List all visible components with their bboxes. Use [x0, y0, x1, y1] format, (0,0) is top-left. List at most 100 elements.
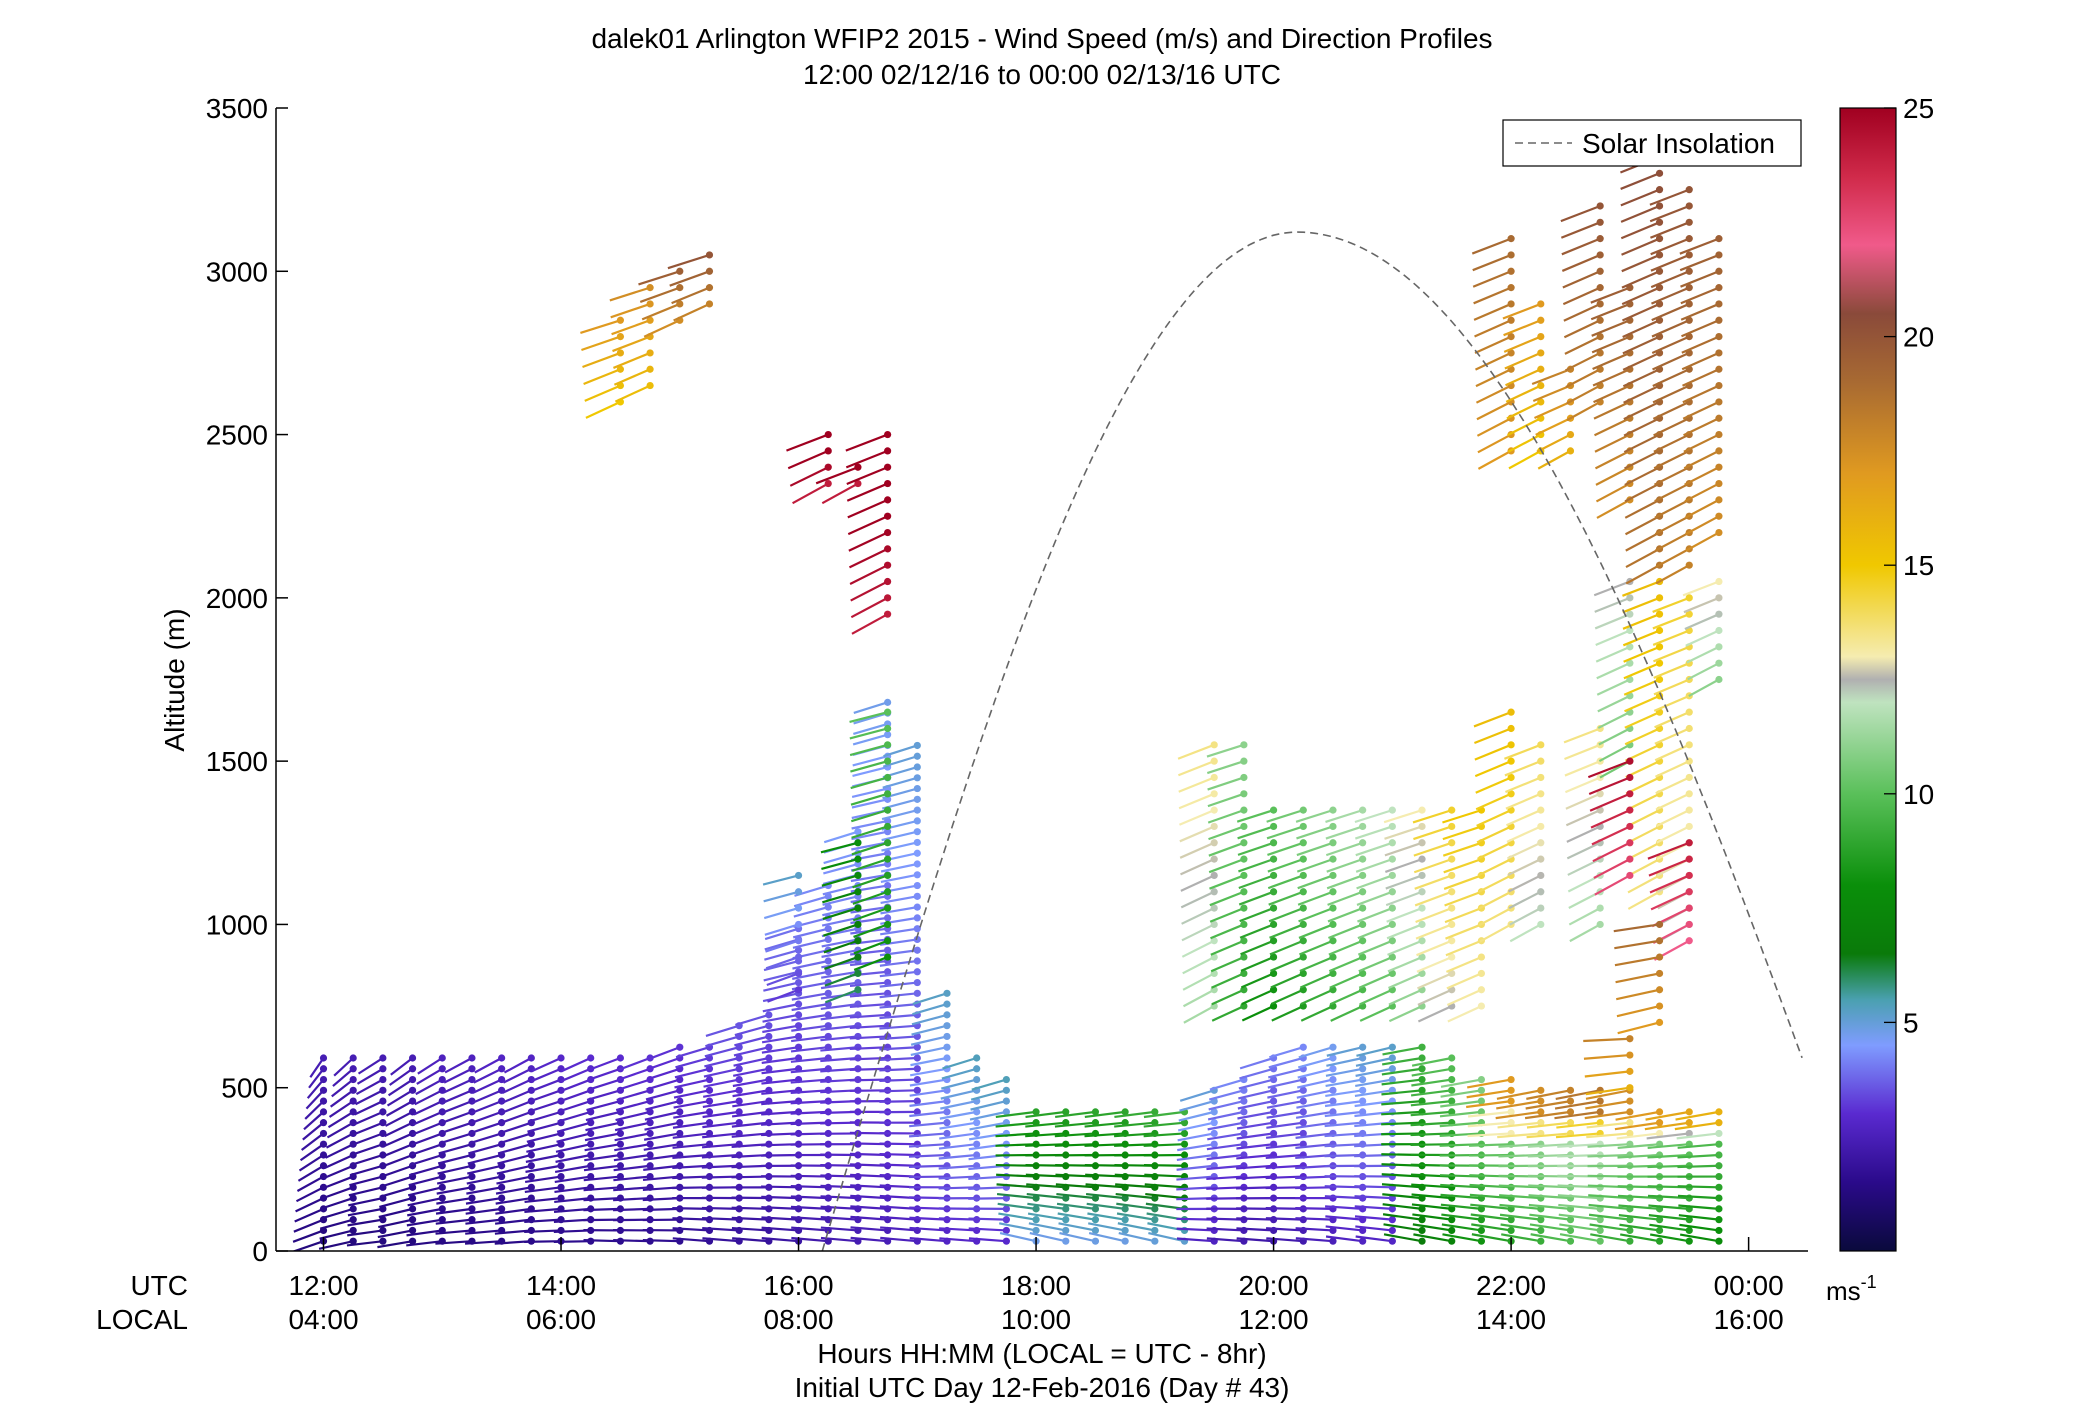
wind-barb	[1588, 776, 1631, 795]
wind-barb	[909, 1089, 948, 1097]
chart-title: dalek01 Arlington WFIP2 2015 - Wind Spee…	[591, 23, 1492, 54]
wind-barb	[585, 1121, 621, 1132]
wind-barb	[1471, 1223, 1512, 1232]
wind-barb	[321, 1186, 354, 1200]
wind-barb-dot	[884, 871, 892, 880]
wind-barb-dot	[913, 1075, 921, 1084]
wind-barb	[1681, 319, 1720, 338]
wind-barb-dot	[1537, 1226, 1545, 1235]
wind-barb-dot	[1507, 1097, 1515, 1105]
wind-barb	[732, 1078, 770, 1088]
wind-barb	[910, 1046, 948, 1057]
wind-barb	[297, 1164, 325, 1182]
wind-barb	[1679, 1233, 1720, 1243]
wind-barb	[613, 1186, 651, 1192]
wind-barb-dot	[1448, 888, 1456, 896]
wind-barb-dot	[1566, 1086, 1575, 1094]
wind-barb-dot	[1210, 839, 1218, 847]
wind-barb	[1328, 923, 1364, 940]
wind-barb-dot	[498, 1183, 506, 1191]
wind-barb	[995, 1121, 1037, 1128]
wind-barb	[586, 1100, 621, 1112]
wind-barb	[1528, 1184, 1571, 1189]
wind-barb-dot	[1151, 1237, 1159, 1245]
wind-barb-dot	[735, 1108, 743, 1116]
wind-barb	[559, 1078, 592, 1093]
wind-barb	[526, 1132, 562, 1143]
wind-barb-dot	[1477, 1216, 1486, 1224]
wind-barb	[406, 1229, 443, 1237]
wind-barb	[1265, 1227, 1304, 1232]
legend: Solar Insolation	[1502, 119, 1802, 167]
wind-barb	[1566, 841, 1601, 860]
wind-barb-dot	[1685, 855, 1693, 863]
wind-barb	[853, 722, 888, 735]
wind-barb-dot	[884, 822, 892, 831]
wind-barb	[524, 1229, 562, 1234]
wind-barb	[1563, 727, 1601, 744]
wind-barb	[850, 1226, 888, 1232]
wind-barb	[1474, 335, 1512, 355]
wind-barb-dot	[527, 1194, 535, 1202]
wind-barb-dot	[1418, 871, 1426, 880]
wind-barb-dot	[1715, 381, 1723, 390]
wind-barb	[1554, 1100, 1601, 1110]
wind-barb	[881, 809, 918, 821]
wind-barb-dot	[379, 1054, 387, 1062]
wind-barb-dot	[557, 1172, 565, 1181]
wind-barb	[1470, 1213, 1512, 1221]
wind-barb	[820, 1216, 858, 1221]
wind-barb	[380, 1164, 413, 1178]
wind-barb-dot	[1655, 643, 1664, 651]
wind-barb	[1383, 809, 1423, 824]
wind-barb-dot	[1715, 333, 1723, 341]
wind-barb	[1499, 1203, 1541, 1210]
wind-barb	[382, 1143, 413, 1158]
wind-barb	[820, 1205, 858, 1210]
wind-barb-dot	[913, 925, 921, 933]
wind-barb	[646, 1067, 681, 1081]
wind-barb	[1442, 809, 1482, 824]
wind-barb	[1325, 841, 1364, 857]
wind-barb-dot	[1685, 300, 1693, 308]
wind-barb-dot	[1596, 251, 1604, 259]
wind-barb-dot	[676, 1043, 684, 1051]
wind-barb	[321, 1197, 354, 1210]
wind-barb	[1208, 1100, 1245, 1111]
wind-barb-dot	[913, 892, 921, 900]
wind-barb	[1530, 1233, 1571, 1243]
wind-barb	[1358, 956, 1393, 973]
wind-barb-dot	[1655, 1119, 1664, 1127]
wind-barb-dot	[973, 1075, 981, 1084]
wind-barb	[613, 1196, 651, 1202]
wind-barb	[306, 1078, 325, 1099]
wind-barb	[292, 1229, 324, 1243]
wind-barb-dot	[1002, 1108, 1010, 1116]
wind-barb	[408, 1164, 443, 1177]
wind-barb	[1647, 1194, 1690, 1200]
wind-barb	[1685, 515, 1720, 536]
wind-barb	[1237, 1100, 1274, 1110]
wind-barb	[1356, 890, 1393, 906]
wind-barb	[1588, 1213, 1630, 1221]
wind-barb	[850, 580, 889, 602]
wind-barb-dot	[468, 1194, 476, 1202]
wind-barb	[1565, 792, 1601, 810]
x-tick-label-utc: 22:00	[1476, 1270, 1546, 1301]
wind-barb	[1355, 1235, 1393, 1243]
wind-barb-dot	[1240, 839, 1248, 847]
wind-barb	[735, 1013, 770, 1026]
wind-barb-dot	[1715, 365, 1723, 373]
wind-barb	[1297, 874, 1334, 890]
wind-barb-dot	[1240, 1140, 1248, 1148]
wind-barb	[465, 1229, 502, 1235]
wind-barb	[1598, 743, 1631, 763]
wind-barb-dot	[319, 1075, 328, 1084]
x-tick-label-local: 16:00	[1714, 1304, 1784, 1335]
wind-barb	[1265, 1164, 1304, 1170]
wind-barb	[1183, 1005, 1215, 1024]
wind-barb	[1655, 564, 1690, 585]
wind-barb	[672, 1143, 710, 1149]
wind-barb-dot	[1210, 757, 1218, 765]
wind-barb	[853, 939, 888, 955]
